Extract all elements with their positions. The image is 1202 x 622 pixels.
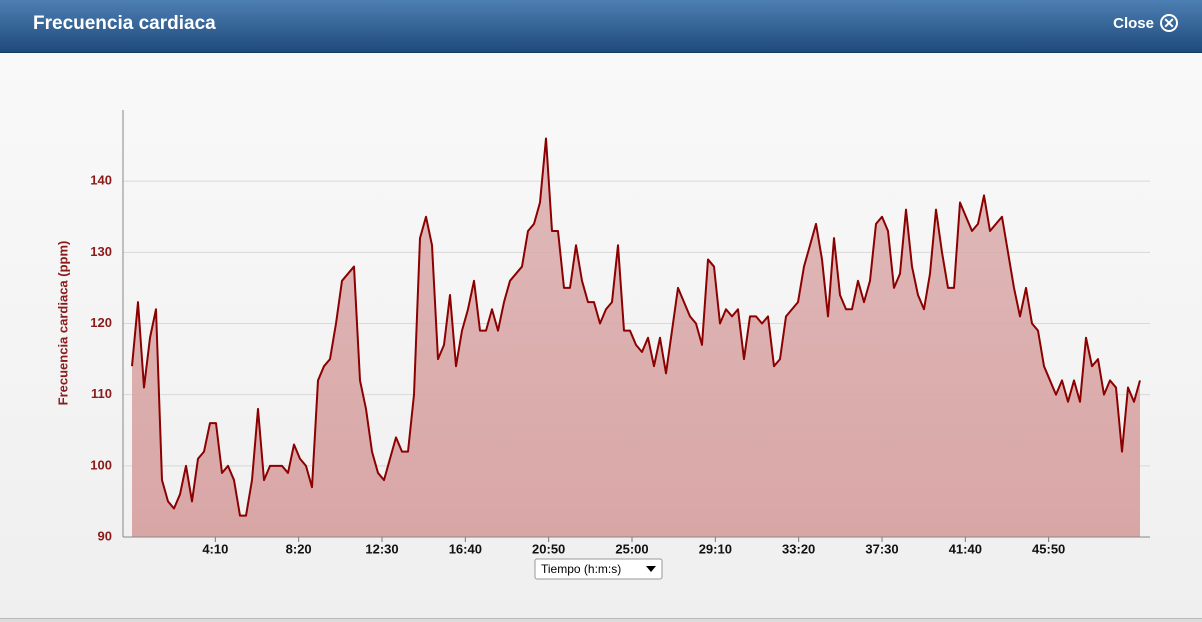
close-label[interactable]: Close: [1113, 14, 1154, 32]
x-tick-label: 29:10: [699, 541, 732, 556]
selector-box[interactable]: [534, 558, 663, 580]
area-fill: [132, 138, 1140, 537]
y-tick-label: 120: [90, 315, 112, 330]
y-tick-label: 130: [90, 244, 112, 259]
x-tick-label: 20:50: [532, 541, 565, 556]
close-icon[interactable]: ✕: [1160, 14, 1178, 32]
x-tick-label: 4:10: [202, 541, 228, 556]
y-tick-label: 110: [91, 386, 112, 401]
y-tick-label: 100: [90, 457, 112, 472]
x-selector[interactable]: Tiempo (h:m:s): [534, 558, 663, 580]
x-tick-label: 37:30: [865, 541, 898, 556]
x-tick-label: 45:50: [1032, 541, 1065, 556]
y-axis-label: Frecuencia cardiaca (ppm): [55, 241, 70, 406]
selector-label[interactable]: Tiempo (h:m:s): [541, 562, 621, 576]
x-tick-label: 16:40: [449, 541, 482, 556]
x-tick-label: 25:00: [615, 541, 648, 556]
x-tick-label: 12:30: [365, 541, 398, 556]
window-title: Frecuencia cardiaca: [33, 13, 216, 34]
line: [131, 137, 1141, 517]
x-tick-label: 33:20: [782, 541, 815, 556]
x-tick-label: 41:40: [949, 541, 982, 556]
selector-arrow[interactable]: [646, 566, 656, 572]
y-tick-label: 140: [90, 173, 112, 188]
header-bar: Frecuencia cardiaca Close ✕: [0, 0, 1202, 53]
close-button[interactable]: Close ✕: [1113, 14, 1178, 32]
x-tick-label: 8:20: [286, 541, 312, 556]
y-tick-label: 90: [98, 528, 112, 543]
